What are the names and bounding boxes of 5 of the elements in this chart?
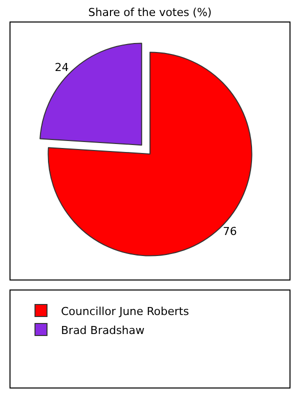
data-label: 76 [222,225,237,238]
data-label: 24 [54,60,69,74]
legend-label: Councillor June Roberts [61,304,190,318]
chart-title: Share of the votes (%) [88,6,212,19]
legend-label: Brad Bradshaw [61,324,145,337]
